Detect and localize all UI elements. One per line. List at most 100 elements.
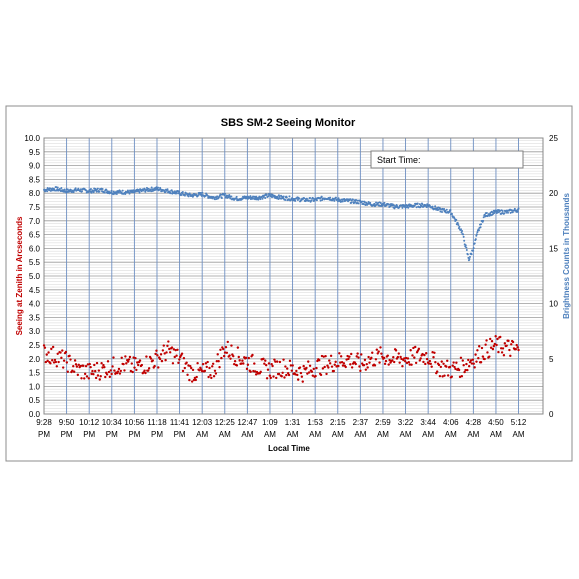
seeing-point <box>403 357 406 360</box>
brightness-point <box>349 198 352 201</box>
x-tick-time: 1:53 <box>307 418 323 427</box>
brightness-point <box>228 193 231 196</box>
seeing-point <box>472 362 475 365</box>
seeing-point <box>128 355 132 359</box>
seeing-point <box>160 359 164 363</box>
seeing-point <box>362 363 366 367</box>
seeing-point <box>374 358 378 361</box>
brightness-point <box>516 210 519 213</box>
seeing-point <box>112 356 115 359</box>
seeing-point <box>47 351 50 354</box>
seeing-point <box>310 370 314 373</box>
seeing-point <box>455 361 458 364</box>
brightness-point <box>249 195 252 198</box>
brightness-point <box>468 255 471 258</box>
brightness-point <box>305 197 308 200</box>
seeing-point <box>187 364 190 367</box>
right-tick-label: 0 <box>549 410 554 419</box>
seeing-point <box>445 365 448 368</box>
seeing-point <box>491 347 495 351</box>
seeing-point <box>294 373 297 376</box>
seeing-point <box>228 354 231 357</box>
seeing-point <box>223 351 227 354</box>
seeing-point <box>133 366 136 369</box>
seeing-point <box>281 371 284 374</box>
seeing-point <box>453 365 456 369</box>
brightness-point <box>361 200 364 203</box>
seeing-point <box>51 345 55 349</box>
seeing-point <box>481 355 485 358</box>
brightness-point <box>350 201 353 204</box>
brightness-point <box>377 201 380 204</box>
seeing-point <box>467 364 471 368</box>
seeing-point <box>497 350 500 354</box>
seeing-point <box>167 340 170 343</box>
seeing-point <box>422 360 425 364</box>
seeing-point <box>314 374 317 378</box>
brightness-point <box>204 194 207 197</box>
seeing-point <box>155 349 158 352</box>
seeing-point <box>174 348 177 352</box>
brightness-point <box>341 200 344 203</box>
seeing-point <box>285 373 288 377</box>
left-tick-label: 1.0 <box>29 382 41 391</box>
seeing-point <box>388 358 391 362</box>
seeing-point <box>95 361 99 365</box>
left-tick-label: 4.5 <box>29 286 41 295</box>
seeing-point <box>473 366 476 369</box>
seeing-point <box>225 351 229 354</box>
seeing-point <box>462 364 465 367</box>
seeing-point <box>143 369 146 372</box>
brightness-point <box>229 197 232 200</box>
seeing-point <box>442 362 445 365</box>
seeing-point <box>347 357 350 361</box>
x-tick-ampm: PM <box>174 430 186 439</box>
seeing-point <box>291 364 294 367</box>
brightness-point <box>235 197 238 200</box>
x-tick-time: 3:22 <box>398 418 414 427</box>
seeing-point <box>387 363 390 366</box>
seeing-point <box>413 356 416 359</box>
brightness-point <box>475 233 478 236</box>
seeing-point <box>192 378 196 382</box>
brightness-point <box>310 199 313 202</box>
x-tick-ampm: AM <box>490 430 502 439</box>
seeing-point <box>145 355 148 358</box>
brightness-point <box>164 191 167 194</box>
seeing-point <box>403 360 407 363</box>
seeing-point <box>199 366 202 370</box>
seeing-point <box>483 357 486 361</box>
x-tick-ampm: AM <box>377 430 389 439</box>
brightness-point <box>509 211 512 214</box>
seeing-point <box>171 362 175 365</box>
seeing-point <box>98 378 101 381</box>
seeing-point <box>241 359 244 362</box>
seeing-point <box>364 368 368 371</box>
brightness-point <box>381 204 384 207</box>
seeing-point <box>247 356 251 360</box>
seeing-point <box>507 339 510 343</box>
seeing-point <box>419 357 422 360</box>
brightness-point <box>483 213 486 216</box>
seeing-point <box>494 335 497 338</box>
seeing-point <box>259 370 262 374</box>
brightness-point <box>248 196 251 199</box>
seeing-point <box>206 360 209 364</box>
x-tick-time: 4:50 <box>488 418 504 427</box>
brightness-point <box>445 208 448 211</box>
seeing-point <box>332 369 336 373</box>
seeing-point <box>126 360 130 363</box>
seeing-point <box>272 375 275 378</box>
seeing-point <box>71 369 74 372</box>
seeing-point <box>138 359 142 362</box>
seeing-point <box>307 371 311 374</box>
seeing-point <box>237 355 240 359</box>
seeing-point <box>405 361 409 365</box>
left-tick-label: 0.5 <box>29 396 41 405</box>
seeing-point <box>83 377 86 380</box>
seeing-point <box>299 371 303 375</box>
seeing-point <box>168 347 171 351</box>
seeing-point <box>233 360 237 363</box>
seeing-point <box>295 369 298 373</box>
brightness-point <box>312 197 315 200</box>
